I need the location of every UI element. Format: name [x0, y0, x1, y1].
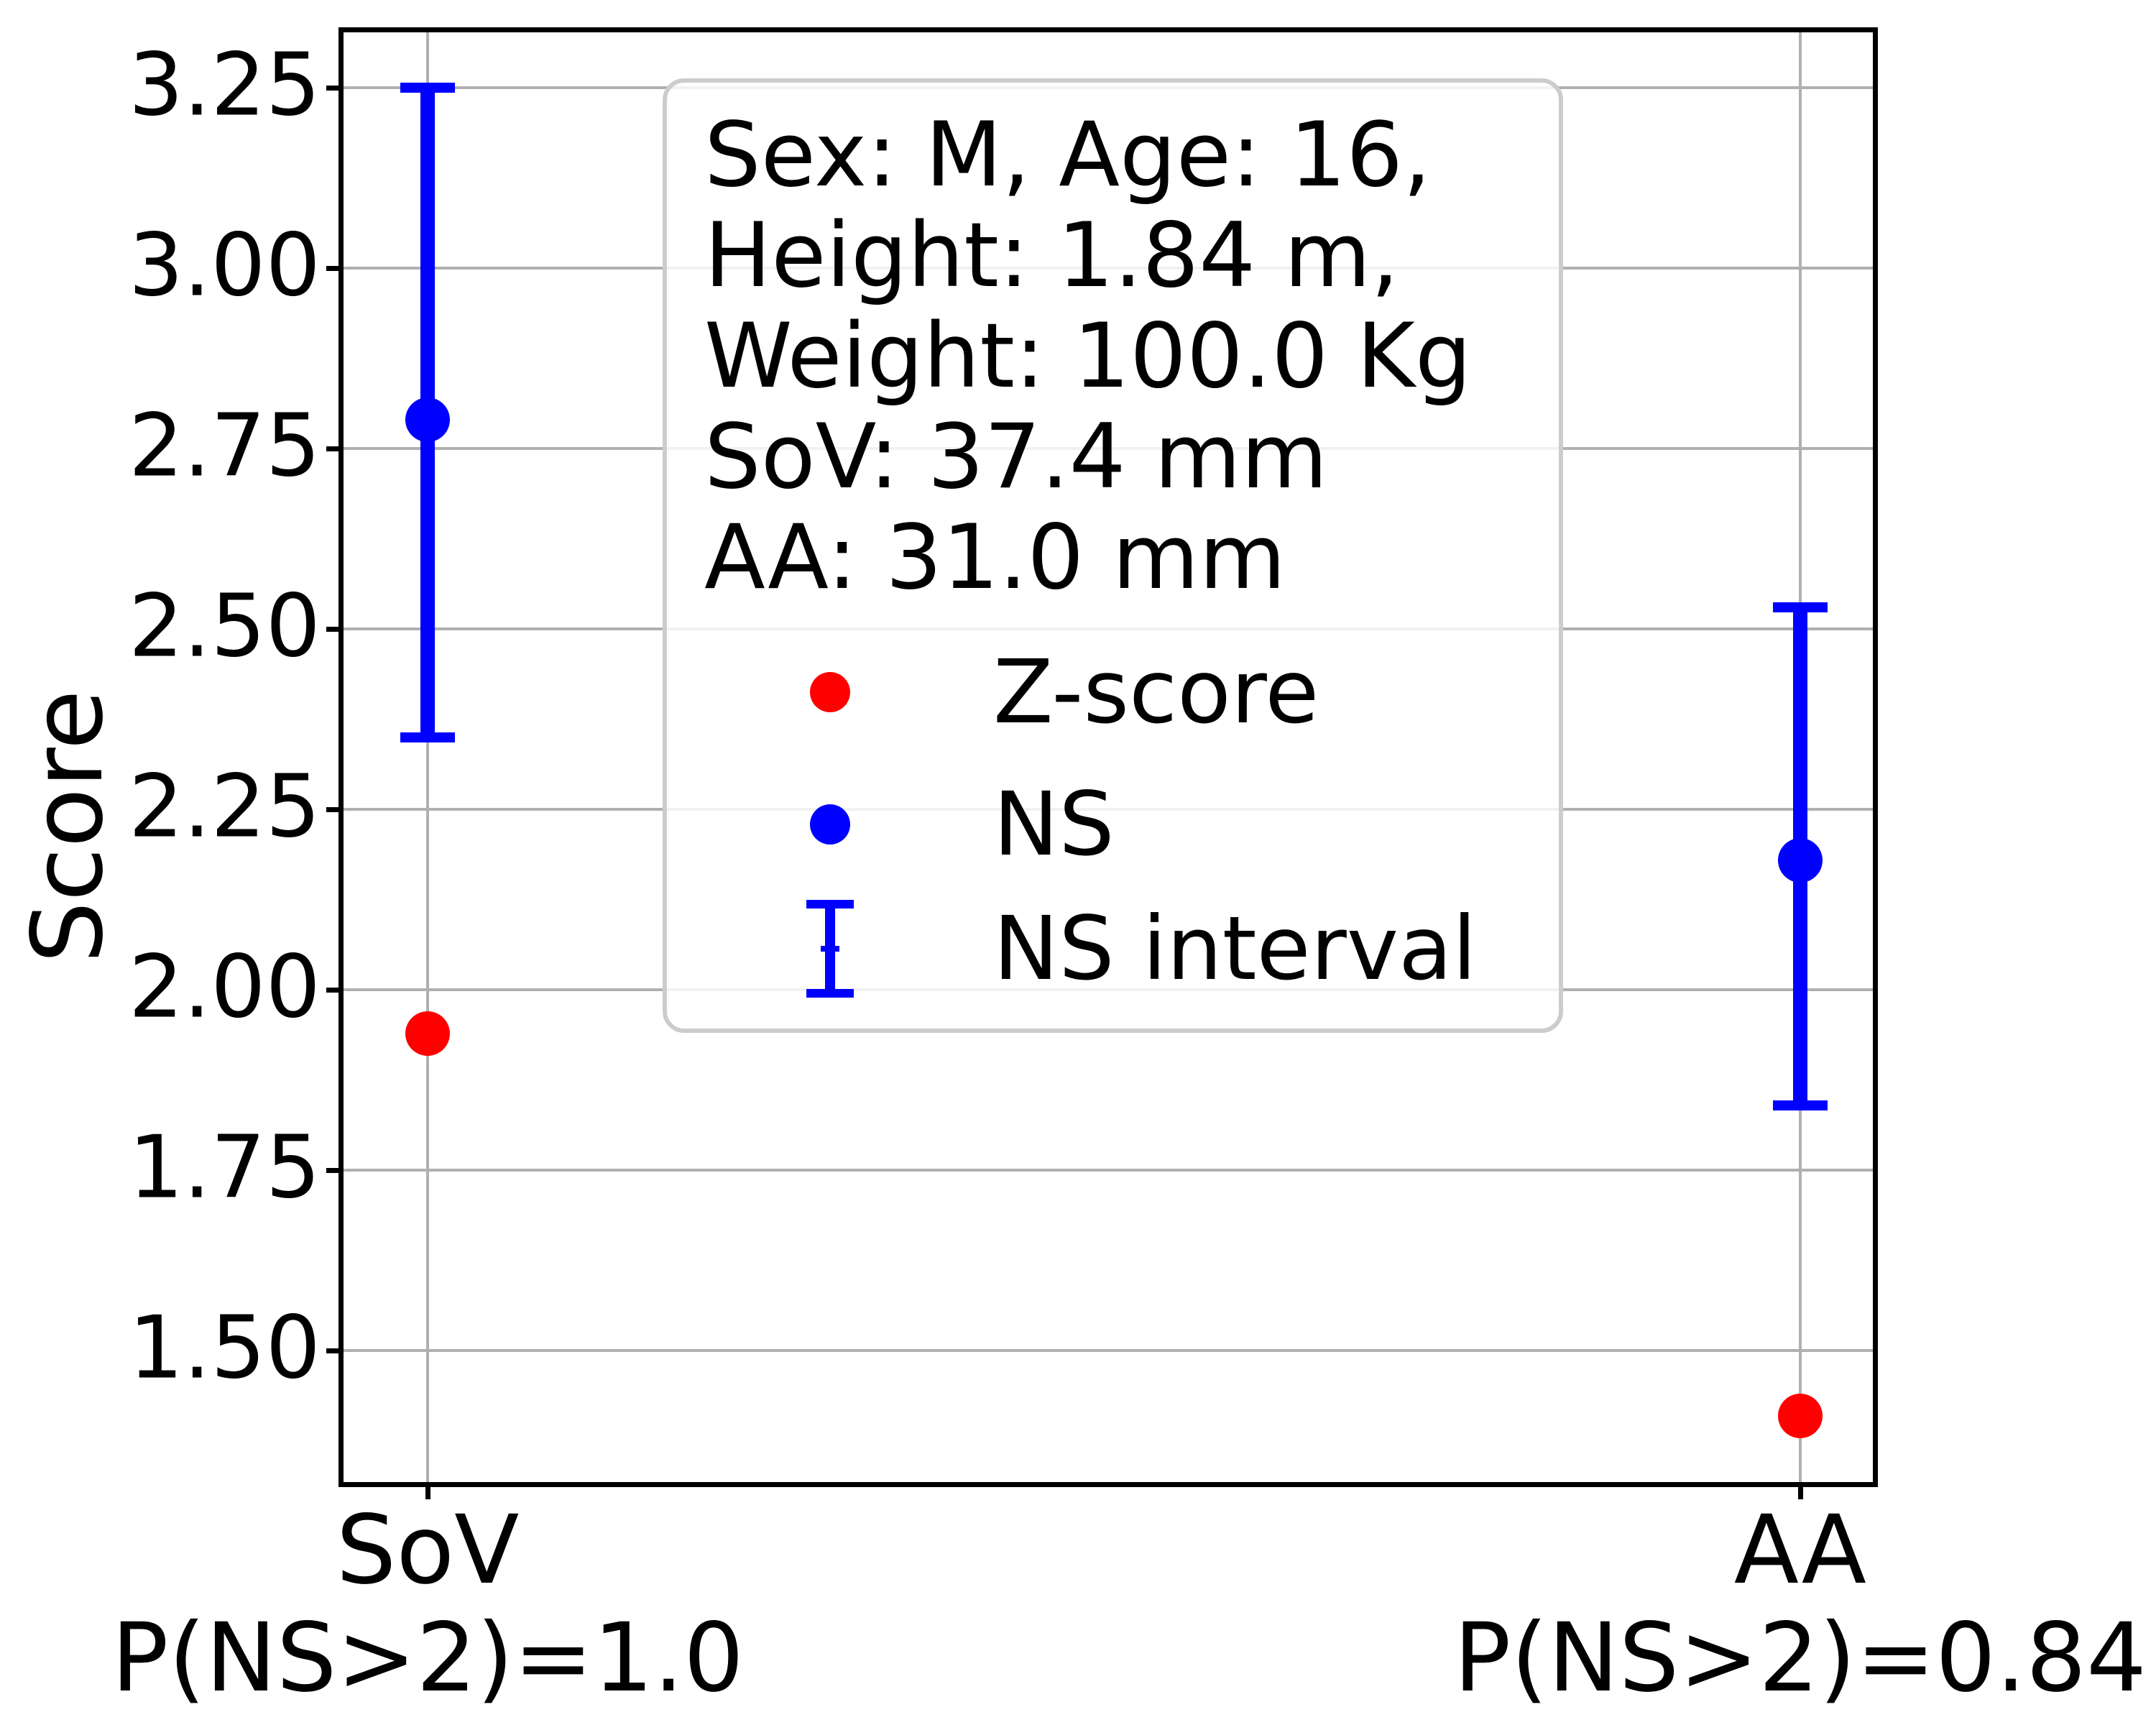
legend-title: Sex: M, Age: 16, Height: 1.84 m, Weight:…	[704, 105, 1472, 608]
errorbar-icon-mid-tick	[821, 946, 839, 952]
y-tick-label: 1.50	[128, 1298, 321, 1399]
errorbar-icon-top-cap	[806, 900, 854, 908]
gridline-horizontal	[344, 1349, 1873, 1353]
x-tick-label: SoV P(NS>2)=1.0	[111, 1496, 744, 1712]
x-tick-mark	[425, 1482, 431, 1499]
y-tick-label: 2.75	[128, 397, 321, 497]
y-tick-label: 2.00	[128, 938, 321, 1039]
ns-point	[1777, 837, 1823, 883]
errorbar-bottom-cap	[400, 732, 456, 742]
category-name: SoV	[336, 1495, 520, 1606]
category-name: AA	[1733, 1495, 1867, 1606]
y-tick-mark	[326, 807, 344, 813]
y-tick-mark	[326, 446, 344, 452]
x-tick-label: AA P(NS>2)=0.84	[1454, 1496, 2147, 1712]
y-tick-mark	[326, 988, 344, 993]
annotation-line: AA: 31.0 mm	[704, 506, 1286, 610]
y-tick-label: 2.25	[128, 758, 321, 858]
y-tick-label: 3.25	[128, 36, 321, 137]
y-tick-mark	[326, 86, 344, 91]
legend-entry-label: NS	[993, 773, 1115, 875]
gridline-horizontal	[344, 1169, 1873, 1172]
errorbar-icon-bottom-cap	[806, 989, 854, 998]
category-probability: P(NS>2)=0.84	[1453, 1603, 2147, 1714]
gridline-vertical	[426, 32, 430, 1482]
y-tick-mark	[326, 266, 344, 272]
y-tick-label: 2.50	[128, 577, 321, 678]
z-score-point	[1777, 1393, 1823, 1438]
z-score-marker-icon	[810, 672, 850, 712]
annotation-line: Sex: M, Age: 16,	[704, 104, 1432, 207]
annotation-line: Weight: 100.0 Kg	[704, 305, 1472, 408]
y-tick-mark	[326, 1348, 344, 1354]
y-tick-mark	[326, 1168, 344, 1174]
legend-entry-label: Z-score	[993, 641, 1319, 743]
annotation-line: SoV: 37.4 mm	[704, 405, 1328, 509]
category-probability: P(NS>2)=1.0	[111, 1603, 745, 1714]
z-score-point	[405, 1011, 451, 1056]
errorbar-bottom-cap	[1772, 1100, 1828, 1110]
errorbar-top-cap	[400, 83, 456, 93]
errorbar-top-cap	[1772, 602, 1828, 613]
ns-marker-icon	[810, 804, 850, 845]
x-tick-mark	[1797, 1482, 1803, 1499]
legend-box: Sex: M, Age: 16, Height: 1.84 m, Weight:…	[663, 78, 1563, 1033]
y-tick-label: 3.00	[128, 216, 321, 317]
ns-point	[405, 397, 451, 443]
y-tick-mark	[326, 627, 344, 632]
y-tick-label: 1.75	[128, 1118, 321, 1218]
annotation-line: Height: 1.84 m,	[704, 204, 1399, 308]
legend-entry-label: NS interval	[993, 898, 1477, 1000]
